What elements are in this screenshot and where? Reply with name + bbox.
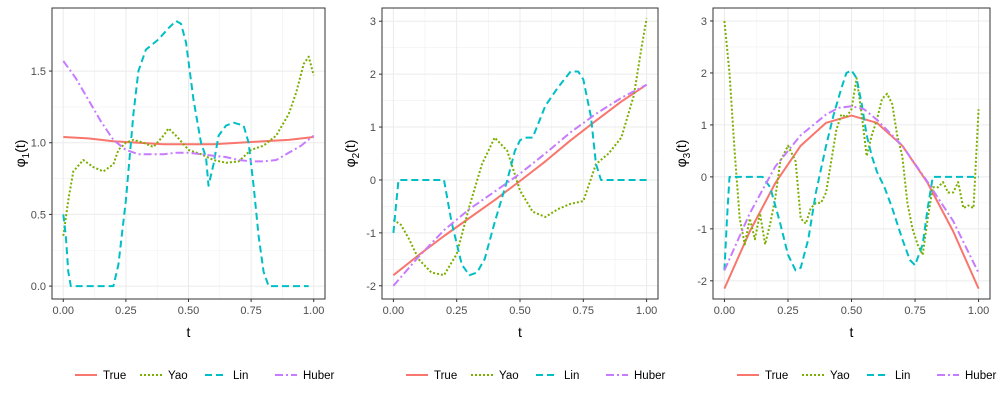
x-tick-label: 0.00: [383, 305, 404, 317]
legend: True Yao Lin Huber: [737, 370, 996, 382]
series-line-huber: [62, 60, 315, 163]
legend-label-true: True: [765, 370, 788, 382]
series-line-yao: [62, 55, 315, 237]
legend-label-lin: Lin: [895, 370, 910, 382]
y-axis-title-symbol: φ: [342, 158, 358, 167]
y-tick-label: 1: [370, 122, 376, 134]
y-axis-title-tail: (t): [673, 140, 689, 153]
series-line-lin: [723, 69, 979, 272]
legend-label-lin: Lin: [564, 370, 579, 382]
chart-panel-1: 0.00 0.25 0.50 0.75 1.00 0.0 0.5 1.0 1.5 t φ1(t) Tr…: [12, 7, 334, 382]
y-axis-title-symbol: φ: [673, 158, 689, 167]
series-line-yao: [392, 18, 648, 277]
x-tick-label: 0.50: [509, 305, 530, 317]
x-tick-label: 0.75: [573, 305, 594, 317]
x-tick-label: 0.75: [904, 305, 925, 317]
y-axis-title: φ3(t): [673, 140, 693, 168]
y-axis-title-tail: (t): [342, 140, 358, 153]
x-tick-label: 1.00: [303, 305, 324, 317]
y-tick-label: 3: [701, 16, 707, 28]
y-tick-label: -1: [366, 228, 376, 240]
legend-label-true: True: [103, 370, 126, 382]
x-tick-label: 0.25: [115, 305, 136, 317]
legend-label-yao: Yao: [499, 370, 519, 382]
x-axis-title: t: [850, 324, 854, 340]
y-tick-label: 1.5: [31, 66, 46, 78]
series-line-huber: [723, 105, 980, 274]
series-line-yao: [723, 20, 980, 256]
y-axis-title-symbol: φ: [12, 158, 28, 167]
series-line-true: [723, 114, 980, 290]
series-line-lin: [62, 19, 309, 288]
series-line-lin: [392, 70, 647, 277]
y-axis-title: φ2(t): [342, 140, 362, 168]
legend: True Yao Lin Huber: [75, 370, 334, 382]
y-tick-label: 2: [370, 69, 376, 81]
x-tick-label: 0.25: [446, 305, 467, 317]
x-tick-label: 0.50: [841, 305, 862, 317]
y-tick-label: -2: [366, 281, 376, 293]
x-tick-label: 0.25: [777, 305, 798, 317]
x-tick-label: 1.00: [636, 305, 657, 317]
legend-label-lin: Lin: [233, 370, 248, 382]
series-line-true: [392, 83, 648, 276]
y-axis-title: φ1(t): [12, 140, 32, 168]
x-tick-label: 0.50: [178, 305, 199, 317]
legend-label-huber: Huber: [634, 370, 665, 382]
x-tick-label: 1.00: [968, 305, 989, 317]
y-axis-title-subscript: 1: [21, 152, 32, 158]
series-line-true: [63, 136, 314, 146]
x-tick-label: 0.00: [53, 305, 74, 317]
y-axis-title-subscript: 2: [351, 152, 362, 158]
y-tick-label: 0.5: [31, 209, 46, 221]
y-axis-title-tail: (t): [12, 140, 28, 153]
y-tick-label: 1.0: [31, 138, 46, 150]
series-line-huber: [392, 83, 648, 287]
y-tick-label: 1: [701, 120, 707, 132]
y-tick-label: 2: [701, 68, 707, 80]
y-tick-label: 0: [701, 172, 707, 184]
x-axis-title: t: [518, 324, 522, 340]
legend-label-huber: Huber: [965, 370, 996, 382]
y-tick-label: -2: [697, 276, 707, 288]
x-tick-label: 0.00: [714, 305, 735, 317]
y-tick-label: 0: [370, 175, 376, 187]
y-tick-label: 3: [370, 16, 376, 28]
legend-label-true: True: [434, 370, 457, 382]
legend: True Yao Lin Huber: [406, 370, 665, 382]
legend-label-yao: Yao: [168, 370, 188, 382]
x-axis-title: t: [187, 324, 191, 340]
y-tick-label: -1: [697, 224, 707, 236]
y-axis-title-subscript: 3: [682, 152, 693, 158]
y-tick-label: 0.0: [31, 281, 46, 293]
x-tick-label: 0.75: [240, 305, 261, 317]
legend-label-huber: Huber: [303, 370, 334, 382]
legend-label-yao: Yao: [830, 370, 850, 382]
